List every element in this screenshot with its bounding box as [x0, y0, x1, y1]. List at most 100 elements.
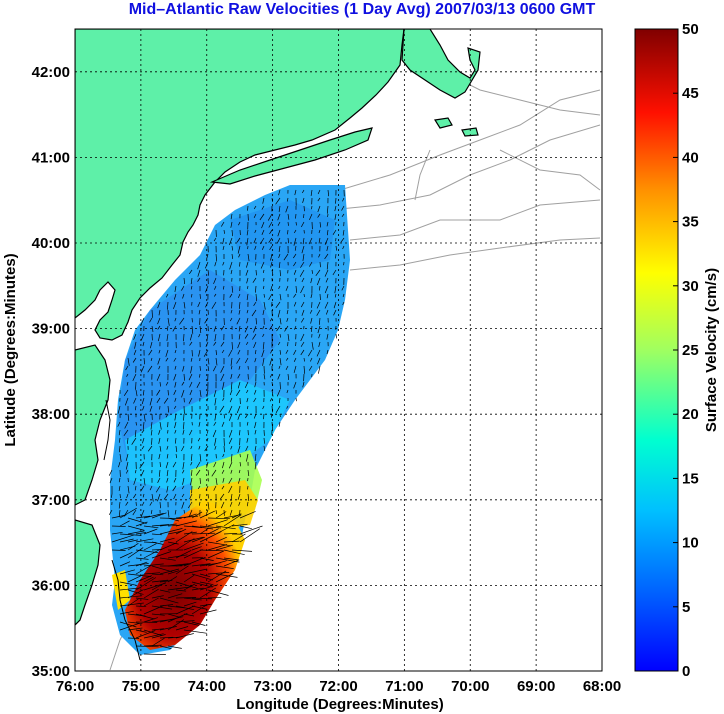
velocity-vector [133, 397, 137, 404]
velocity-vector [206, 437, 209, 442]
velocity-vector [207, 541, 232, 547]
velocity-vector [237, 349, 241, 355]
velocity-vector [254, 229, 257, 233]
velocity-vector [143, 605, 164, 615]
velocity-vector [159, 597, 179, 604]
velocity-vector [276, 237, 281, 244]
velocity-vector [165, 357, 169, 362]
velocity-vector [189, 429, 193, 436]
velocity-vector [156, 389, 161, 396]
velocity-vector [253, 413, 257, 419]
colorbar-tick-label: 10 [682, 535, 699, 552]
velocity-vector [230, 213, 233, 220]
velocity-vector [143, 525, 159, 529]
velocity-vector [174, 429, 177, 434]
velocity-vector [118, 477, 121, 483]
velocity-vector [151, 325, 154, 332]
velocity-vector [149, 397, 153, 406]
velocity-vector [223, 557, 240, 561]
velocity-vector [278, 397, 281, 404]
velocity-vector [231, 533, 246, 543]
velocity-vector [247, 253, 250, 262]
velocity-vector [317, 189, 321, 195]
velocity-vector [159, 636, 174, 639]
velocity-vector [283, 253, 289, 261]
velocity-vector [181, 493, 185, 498]
velocity-vector [335, 245, 338, 251]
velocity-vector [166, 477, 169, 483]
velocity-vector [220, 221, 225, 227]
velocity-vector [269, 229, 273, 235]
velocity-vector [127, 413, 130, 421]
velocity-vector [294, 189, 297, 196]
velocity-vector [277, 309, 281, 318]
velocity-vector [183, 621, 200, 626]
velocity-vector [228, 405, 233, 414]
velocity-vector [231, 549, 253, 552]
velocity-vector [239, 511, 256, 519]
velocity-vector [191, 349, 193, 357]
velocity-vector [231, 229, 233, 237]
velocity-vector [119, 520, 130, 527]
velocity-vector [279, 293, 282, 301]
velocity-vector [191, 511, 203, 519]
velocity-vector [173, 477, 177, 483]
velocity-vector [191, 325, 194, 334]
velocity-vector [317, 197, 321, 202]
velocity-vector [295, 285, 298, 293]
velocity-vector [262, 325, 265, 330]
velocity-vector [109, 477, 113, 484]
velocity-vector [220, 501, 225, 509]
velocity-vector [326, 293, 329, 299]
velocity-vector [293, 237, 297, 246]
velocity-vector [157, 333, 161, 342]
velocity-vector [199, 325, 202, 334]
velocity-vector [127, 525, 145, 531]
velocity-vector [318, 365, 321, 374]
velocity-vector [231, 341, 233, 350]
velocity-vector [135, 630, 156, 639]
velocity-vector [213, 341, 217, 346]
velocity-vector [123, 389, 129, 396]
velocity-vector [173, 373, 177, 381]
velocity-vector [127, 589, 144, 599]
velocity-vector [300, 285, 305, 294]
velocity-vector [246, 453, 249, 462]
velocity-vector [159, 604, 174, 607]
velocity-vector [319, 261, 321, 268]
velocity-vector [309, 213, 313, 221]
velocity-vector [174, 285, 177, 293]
velocity-vector [174, 509, 177, 515]
velocity-vector [246, 437, 249, 443]
velocity-vector [167, 301, 169, 310]
velocity-vector [308, 365, 313, 371]
velocity-vector [270, 253, 273, 261]
velocity-vector [143, 597, 159, 607]
velocity-vector [270, 349, 273, 354]
velocity-vector [293, 357, 297, 362]
velocity-vector [222, 461, 225, 469]
velocity-vector [143, 357, 146, 365]
velocity-vector [301, 317, 305, 323]
velocity-vector [124, 397, 129, 406]
velocity-vector [140, 469, 145, 477]
velocity-vector [199, 510, 215, 519]
velocity-vector [213, 389, 217, 397]
velocity-vector [190, 477, 193, 486]
velocity-vector [143, 513, 164, 519]
velocity-vector [228, 477, 233, 484]
velocity-vector [199, 365, 201, 371]
velocity-vector [207, 493, 209, 499]
velocity-vector [175, 633, 194, 639]
velocity-vector [334, 293, 337, 298]
velocity-vector [127, 589, 144, 595]
colorbar-label: Surface Velocity (cm/s) [703, 268, 720, 432]
velocity-vector [143, 528, 158, 535]
velocity-vector [165, 381, 169, 386]
velocity-vector [111, 531, 123, 535]
velocity-vector [228, 437, 233, 444]
velocity-vector [159, 501, 161, 509]
velocity-vector [135, 629, 147, 633]
velocity-vector [222, 381, 225, 390]
velocity-vector [220, 325, 225, 331]
